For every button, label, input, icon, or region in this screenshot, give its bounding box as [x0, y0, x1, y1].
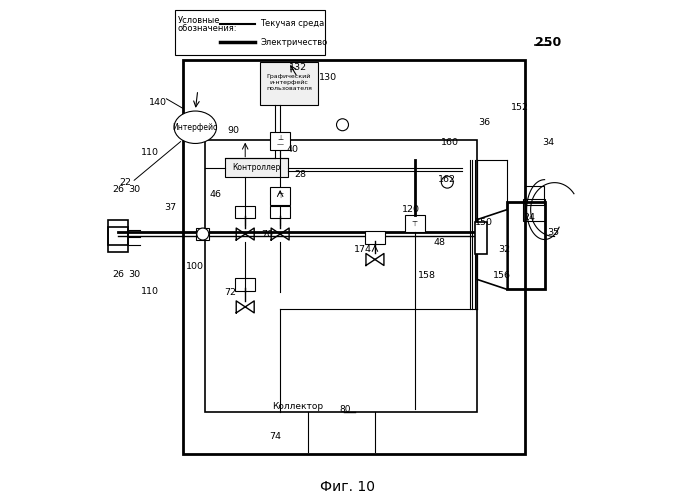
Bar	[235, 278, 255, 291]
Text: ⊤: ⊤	[412, 221, 418, 227]
Text: ⊤: ⊤	[277, 193, 283, 199]
Bar	[235, 206, 255, 218]
Bar	[523, 199, 545, 221]
Text: 22: 22	[120, 178, 131, 187]
Bar	[525, 186, 543, 205]
Text: 30: 30	[128, 270, 140, 279]
Text: 40: 40	[286, 145, 299, 154]
Text: 130: 130	[318, 73, 336, 82]
Text: 120: 120	[402, 205, 420, 214]
Text: 80: 80	[339, 405, 351, 414]
Text: 30: 30	[128, 185, 140, 194]
Text: 26: 26	[112, 270, 124, 279]
Text: 156: 156	[493, 271, 512, 280]
Text: 140: 140	[149, 98, 167, 107]
Text: 24: 24	[523, 213, 536, 222]
Bar	[270, 206, 290, 218]
Text: 100: 100	[186, 262, 204, 271]
Text: обозначения:: обозначения:	[178, 24, 237, 33]
Bar	[183, 60, 525, 454]
Text: 110: 110	[141, 287, 159, 296]
Circle shape	[336, 119, 348, 131]
Text: Условные: Условные	[178, 16, 220, 25]
Text: Коллектор: Коллектор	[272, 402, 323, 411]
Bar	[260, 62, 318, 105]
Text: Текучая среда: Текучая среда	[260, 19, 325, 28]
Text: 158: 158	[418, 271, 436, 280]
Text: 28: 28	[294, 170, 306, 179]
Circle shape	[441, 176, 453, 188]
Text: 74: 74	[269, 432, 281, 441]
Text: 250: 250	[534, 36, 561, 49]
Bar	[108, 227, 128, 252]
Text: 26: 26	[112, 185, 124, 194]
Text: 48: 48	[434, 238, 445, 247]
Bar	[108, 220, 128, 245]
Bar	[175, 10, 325, 55]
Text: Графический
и-нтерфейс
пользователя: Графический и-нтерфейс пользователя	[266, 73, 312, 91]
Circle shape	[197, 228, 208, 240]
Text: 37: 37	[164, 203, 177, 212]
Text: 34: 34	[543, 138, 555, 147]
Bar	[507, 202, 545, 289]
Text: 46: 46	[209, 190, 221, 199]
Bar	[475, 222, 487, 254]
Text: 72: 72	[224, 288, 236, 297]
Text: 162: 162	[439, 175, 457, 184]
Text: 132: 132	[288, 63, 306, 72]
Text: 35: 35	[547, 228, 559, 237]
Text: Контроллер: Контроллер	[232, 163, 280, 172]
Bar	[405, 215, 425, 232]
Text: 152: 152	[511, 103, 529, 112]
Text: Интерфейс: Интерфейс	[173, 123, 218, 132]
Text: ⊥
—: ⊥ —	[277, 135, 284, 148]
Polygon shape	[477, 210, 507, 289]
Text: 160: 160	[441, 138, 459, 147]
Text: 36: 36	[479, 118, 491, 127]
Ellipse shape	[174, 111, 217, 144]
Text: 110: 110	[141, 148, 159, 157]
Bar	[270, 187, 290, 205]
Text: 150: 150	[475, 218, 493, 227]
Text: Электричество: Электричество	[260, 38, 327, 47]
Bar	[225, 158, 288, 177]
Bar	[365, 231, 385, 244]
Text: 174: 174	[354, 245, 371, 254]
Bar	[205, 140, 477, 412]
Text: 70: 70	[261, 230, 274, 239]
Bar	[270, 132, 290, 150]
Text: Фиг. 10: Фиг. 10	[320, 480, 375, 494]
Text: 90: 90	[228, 126, 240, 135]
Text: 32: 32	[498, 245, 511, 254]
